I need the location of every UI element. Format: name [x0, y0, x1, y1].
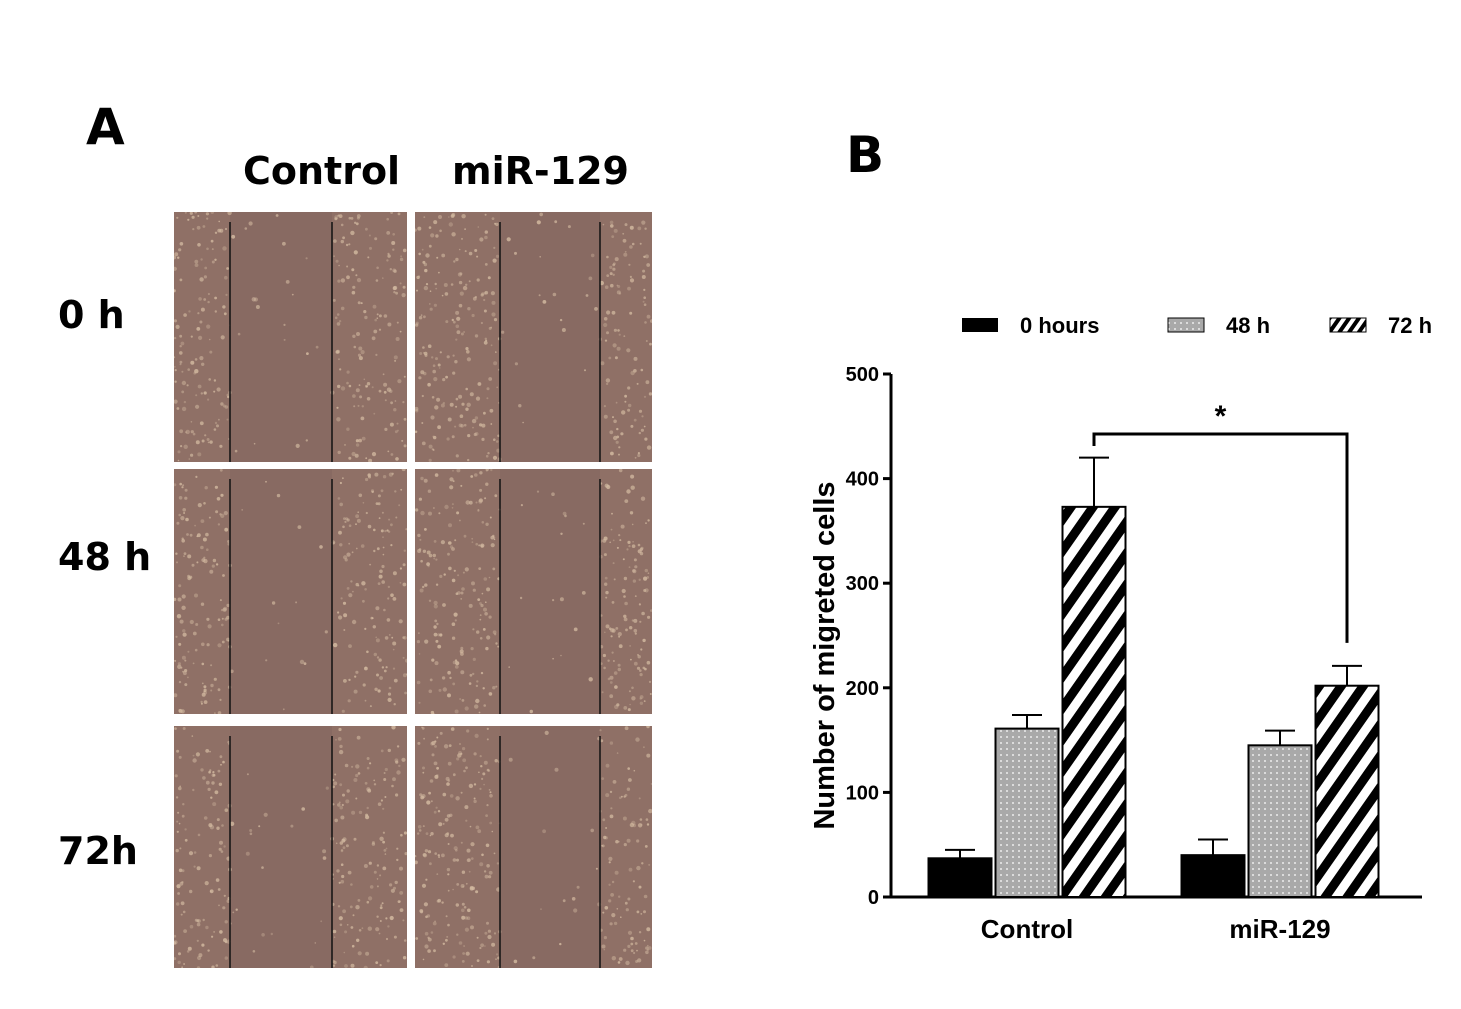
bar	[927, 857, 993, 898]
bar-chart: 0 hours 48 h 72 h 0 100 200 300 400 500 Number o…	[809, 313, 1432, 944]
column-header-mir129: miR-129	[452, 149, 629, 193]
significance-line	[1092, 432, 1349, 643]
legend-swatch	[1167, 317, 1205, 333]
legend-label: 48 h	[1226, 313, 1270, 338]
significance-label: *	[1215, 400, 1227, 433]
panel-a-label: A	[86, 98, 125, 156]
bar	[994, 727, 1060, 898]
x-tick-label: miR-129	[1229, 914, 1330, 944]
x-tick-label: Control	[981, 914, 1073, 944]
row-header-72h: 72h	[58, 829, 138, 873]
y-tick-label: 300	[846, 573, 879, 595]
y-tick-label: 400	[846, 469, 879, 491]
y-tick-label: 100	[846, 782, 879, 804]
y-tick-label: 500	[846, 364, 879, 386]
micrograph-control-48h	[174, 469, 407, 714]
y-tick-label: 0	[868, 887, 879, 909]
row-header-48h: 48 h	[58, 535, 152, 579]
micrograph-mir129-0h	[415, 212, 652, 462]
panel-b-label: B	[846, 126, 885, 184]
bars: Control miR-129	[927, 456, 1380, 944]
micrograph-mir129-72h	[415, 726, 652, 968]
bar	[1180, 854, 1246, 898]
legend-label: 72 h	[1388, 313, 1432, 338]
significance-bracket: *	[1092, 400, 1349, 643]
bar	[1314, 684, 1380, 899]
bar	[1247, 744, 1313, 898]
legend-swatch	[1329, 317, 1367, 333]
legend: 0 hours 48 h 72 h	[962, 313, 1432, 338]
y-axis-label: Number of migreted cells	[809, 481, 841, 829]
row-header-0h: 0 h	[58, 293, 125, 337]
column-header-control: Control	[243, 149, 401, 193]
micrograph-mir129-48h	[415, 469, 652, 714]
micrograph-control-72h	[174, 726, 407, 968]
legend-label: 0 hours	[1020, 313, 1099, 338]
y-tick-label: 200	[846, 678, 879, 700]
micrograph-control-0h	[174, 212, 407, 462]
legend-swatch	[962, 318, 998, 332]
bar	[1061, 505, 1127, 898]
